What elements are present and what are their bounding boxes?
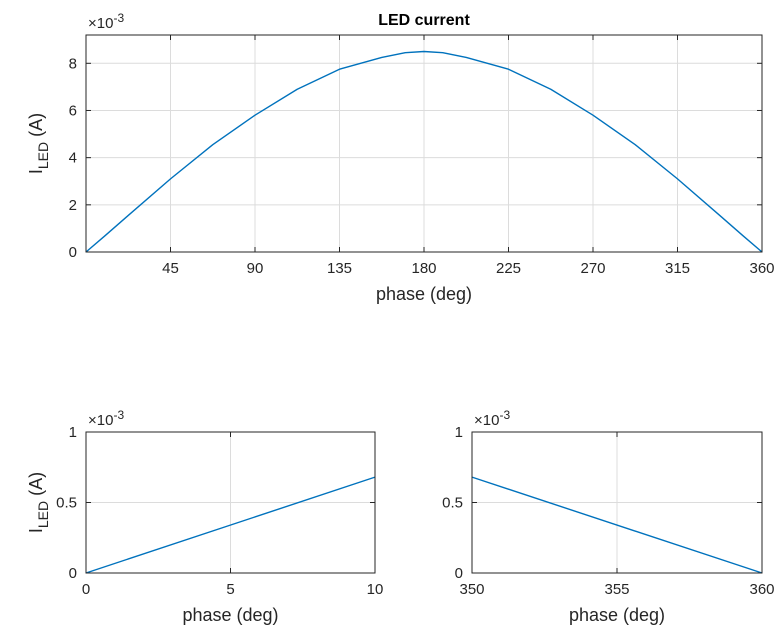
x-axis-label: phase (deg) (182, 605, 278, 625)
y-tick-label: 6 (69, 102, 77, 119)
x-tick-label: 360 (749, 581, 774, 598)
x-axis-label: phase (deg) (376, 284, 472, 304)
y-tick-label: 1 (69, 424, 77, 441)
series-line (85, 50, 763, 253)
y-tick-label: 0.5 (442, 495, 463, 512)
x-tick-label: 270 (580, 260, 605, 277)
x-axis-label: phase (deg) (569, 605, 665, 625)
y-tick-label: 0 (455, 565, 463, 582)
y-tick-label: 0 (69, 565, 77, 582)
y-tick-label: 4 (69, 150, 77, 167)
series-line (85, 476, 376, 574)
x-tick-label: 10 (367, 581, 384, 598)
x-tick-label: 180 (411, 260, 436, 277)
series-line (471, 476, 763, 574)
x-tick-label: 225 (496, 260, 521, 277)
x-tick-label: 90 (247, 260, 264, 277)
y-tick-label: 0 (69, 244, 77, 261)
y-axis-label: ILED (A) (26, 113, 51, 174)
x-tick-label: 360 (749, 260, 774, 277)
x-tick-label: 5 (226, 581, 234, 598)
y-tick-label: 1 (455, 424, 463, 441)
y-axis-label: ILED (A) (26, 472, 51, 533)
y-tick-label: 0.5 (56, 495, 77, 512)
y-tick-label: 8 (69, 55, 77, 72)
x-tick-label: 135 (327, 260, 352, 277)
x-tick-label: 0 (82, 581, 90, 598)
y-tick-label: 2 (69, 197, 77, 214)
x-tick-label: 350 (459, 581, 484, 598)
x-tick-label: 45 (162, 260, 179, 277)
chart-title: LED current (378, 12, 470, 29)
x-tick-label: 315 (665, 260, 690, 277)
x-tick-label: 355 (604, 581, 629, 598)
